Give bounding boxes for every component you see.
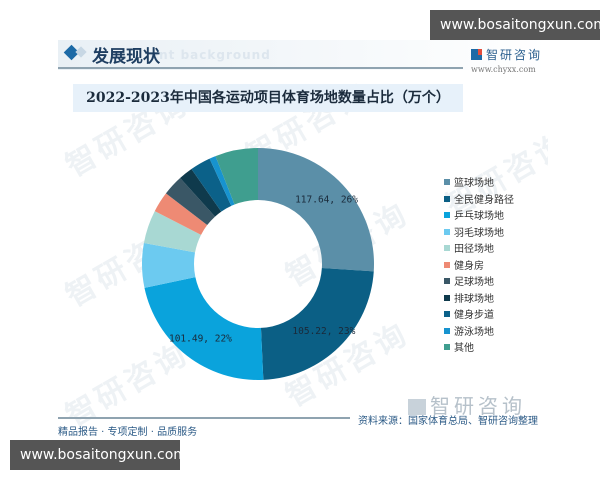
legend-swatch-icon (444, 261, 450, 268)
legend-label: 健身房 (454, 260, 484, 272)
legend-item: 田径场地 (444, 242, 514, 259)
legend-label: 羽毛球场地 (454, 227, 504, 239)
legend-swatch-icon (444, 311, 450, 317)
legend-item: 健身步道 (444, 308, 514, 325)
legend-label: 足球场地 (454, 277, 494, 288)
legend-item: 足球场地 (444, 275, 514, 292)
section-title: 发展现状 (92, 47, 160, 67)
donut-slice (144, 277, 264, 380)
footer-logo-icon (408, 398, 426, 417)
legend-item: 乒乓球场地 (444, 209, 514, 226)
donut-slice (142, 243, 196, 288)
footer-tagline: 精品报告 · 专项定制 · 品质服务 (58, 427, 198, 438)
donut-data-labels: 117.64, 26% 105.22, 23% 101.49, 22% (169, 195, 358, 345)
legend-swatch-icon (444, 278, 450, 284)
section-subtitle: ent background (150, 48, 271, 62)
donut-slices (142, 148, 374, 380)
legend-swatch-icon (444, 294, 450, 301)
legend-item: 游泳场地 (444, 325, 514, 342)
footer-divider (58, 417, 548, 419)
chart-title: 2022-2023年中国各运动项目体育场地数量占比（万个） (86, 90, 450, 106)
donut-slice (165, 178, 216, 226)
footer-logo-text: 智研咨询 (430, 394, 526, 418)
legend-item: 其他 (444, 341, 514, 358)
legend-item: 健身房 (444, 259, 514, 276)
legend-item: 排球场地 (444, 292, 514, 309)
legend-label: 全民健身路径 (454, 194, 514, 206)
donut-slice (154, 193, 208, 235)
slice-data-label: 105.22, 23% (292, 326, 355, 337)
legend-swatch-icon (444, 212, 450, 218)
legend-label: 健身步道 (454, 310, 494, 321)
legend-label: 游泳场地 (454, 326, 494, 338)
legend-swatch-icon (444, 195, 450, 202)
brand-logo-icon (471, 49, 482, 60)
donut-slice (209, 156, 235, 206)
legend-label: 篮球场地 (454, 178, 494, 189)
legend-swatch-icon (444, 228, 450, 235)
section-header-band (58, 40, 548, 70)
legend-label: 排球场地 (454, 293, 494, 305)
brand-url: www.chyxx.com (471, 65, 536, 74)
chart-legend: 篮球场地全民健身路径 乒乓球场地羽毛球场地田径场地健身房足球场地排球场地健身步道游… (444, 176, 514, 358)
brand-block: 智研咨询 www.chyxx.com (471, 44, 551, 74)
footer-divider-gap (350, 415, 550, 421)
legend-label: 乒乓球场地 (454, 211, 504, 222)
brand-name: 智研咨询 (486, 48, 543, 62)
legend-item: 羽毛球场地 (444, 226, 514, 243)
donut-slice (258, 148, 374, 272)
legend-swatch-icon (444, 179, 450, 185)
legend-label: 其他 (454, 343, 474, 354)
legend-item: 全民健身路径 (444, 193, 514, 210)
legend-label: 田径场地 (454, 244, 494, 255)
legend-swatch-icon (444, 344, 450, 350)
slice-data-label: 101.49, 22% (169, 333, 232, 344)
header-divider (58, 67, 463, 69)
donut-slice (143, 211, 202, 253)
donut-slice (215, 148, 258, 205)
donut-slice (180, 168, 222, 217)
legend-swatch-icon (444, 327, 450, 334)
site-watermark-bottom: www.bosaitongxun.com (10, 440, 187, 470)
legend-item: 篮球场地 (444, 176, 514, 193)
chart-title-band (73, 84, 463, 112)
site-watermark-top: www.bosaitongxun.com (430, 10, 600, 40)
data-source: 资料来源：国家体育总局、智研咨询整理 (358, 416, 538, 427)
donut-slice (260, 268, 374, 380)
legend-swatch-icon (444, 245, 450, 251)
donut-slice (191, 158, 232, 212)
footer-logo: 智研咨询 (408, 390, 526, 419)
slice-data-label: 117.64, 26% (295, 195, 358, 206)
